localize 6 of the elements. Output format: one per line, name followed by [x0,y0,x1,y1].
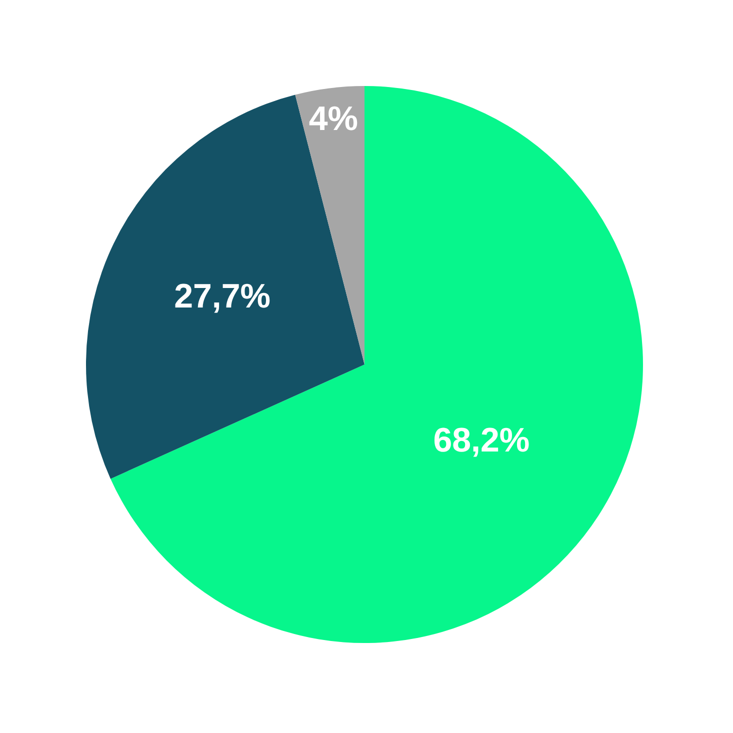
data-label: 27,7% [174,277,271,316]
data-label: 4% [308,100,358,138]
data-label: 68,2% [433,421,530,460]
pie-slice [86,94,364,479]
pie-slice [110,86,643,643]
pie-slice [295,86,364,364]
